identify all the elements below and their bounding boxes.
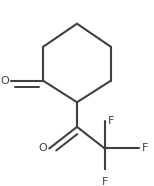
Text: F: F — [101, 177, 108, 186]
Text: O: O — [39, 143, 47, 153]
Text: F: F — [142, 143, 148, 153]
Text: O: O — [0, 76, 9, 86]
Text: F: F — [108, 116, 114, 126]
